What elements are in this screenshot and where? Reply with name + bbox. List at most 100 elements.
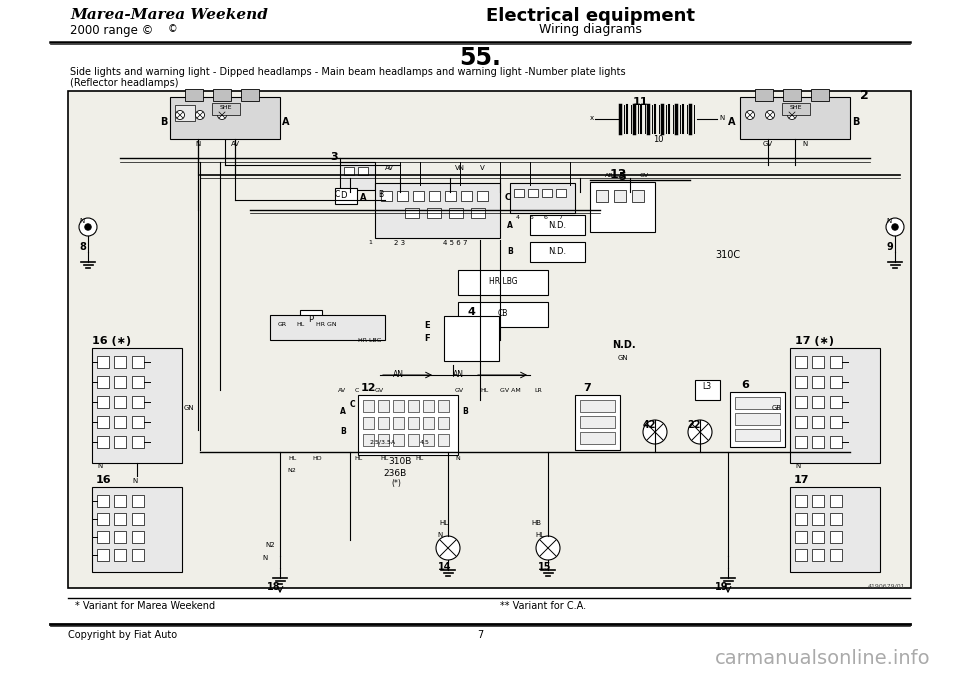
Circle shape xyxy=(787,110,797,119)
Bar xyxy=(510,183,575,213)
Text: 4: 4 xyxy=(468,307,475,317)
Bar xyxy=(795,513,807,525)
Text: L3: L3 xyxy=(703,382,711,391)
Bar xyxy=(783,89,801,101)
Text: N: N xyxy=(132,478,137,484)
Text: 6: 6 xyxy=(741,380,749,390)
Text: HR LBG: HR LBG xyxy=(489,277,517,287)
Text: 2000 range ©: 2000 range © xyxy=(70,24,154,37)
Text: GV: GV xyxy=(640,173,649,178)
Bar xyxy=(735,397,780,409)
Text: CB: CB xyxy=(498,309,508,319)
Text: 2: 2 xyxy=(860,89,869,102)
Text: A: A xyxy=(340,407,346,416)
Bar xyxy=(580,416,615,428)
Text: ** Variant for C.A.: ** Variant for C.A. xyxy=(500,601,587,611)
Text: (Reflector headlamps): (Reflector headlamps) xyxy=(70,78,179,88)
Circle shape xyxy=(892,224,899,230)
Text: GV: GV xyxy=(763,141,773,147)
Bar xyxy=(830,356,842,368)
Text: B: B xyxy=(507,247,513,257)
Text: 8: 8 xyxy=(80,242,86,252)
Bar xyxy=(477,191,488,201)
Bar xyxy=(812,531,824,543)
Bar xyxy=(185,89,203,101)
Bar xyxy=(97,356,109,368)
Circle shape xyxy=(79,218,97,236)
Bar xyxy=(790,487,880,572)
Text: SHE: SHE xyxy=(220,105,232,110)
Bar xyxy=(132,436,144,448)
Text: HR LBG: HR LBG xyxy=(358,338,381,343)
Text: N: N xyxy=(196,141,201,147)
Bar xyxy=(614,190,626,202)
Bar xyxy=(114,416,126,428)
Text: V: V xyxy=(480,165,485,171)
Text: 16 (∗): 16 (∗) xyxy=(92,336,132,346)
Bar xyxy=(175,105,195,121)
Bar xyxy=(132,376,144,388)
Text: N: N xyxy=(438,532,443,538)
Bar xyxy=(393,434,404,446)
Bar xyxy=(830,396,842,408)
Text: HR GN: HR GN xyxy=(316,322,337,327)
Bar xyxy=(795,396,807,408)
Circle shape xyxy=(536,536,560,560)
Bar xyxy=(811,89,829,101)
Text: HD: HD xyxy=(312,456,322,461)
Bar xyxy=(270,315,385,340)
Bar xyxy=(213,89,231,101)
Text: Marea-Marea Weekend: Marea-Marea Weekend xyxy=(70,8,268,22)
Text: N: N xyxy=(795,463,801,469)
Text: HL: HL xyxy=(480,388,489,393)
Text: 1: 1 xyxy=(368,240,372,245)
Text: Copyright by Fiat Auto: Copyright by Fiat Auto xyxy=(68,630,178,640)
Bar xyxy=(830,416,842,428)
Text: N: N xyxy=(886,218,892,224)
Text: N: N xyxy=(80,218,84,224)
Bar xyxy=(735,413,780,425)
Bar xyxy=(97,549,109,561)
Text: AN: AN xyxy=(453,370,464,379)
Text: AV: AV xyxy=(385,165,394,171)
Text: * Variant for Marea Weekend: * Variant for Marea Weekend xyxy=(75,601,215,611)
Text: AB: AB xyxy=(605,173,613,178)
Bar xyxy=(132,549,144,561)
Text: B: B xyxy=(340,427,346,436)
Text: SHE: SHE xyxy=(790,105,803,110)
Bar xyxy=(170,97,280,139)
Text: N: N xyxy=(455,456,460,461)
Bar xyxy=(413,191,424,201)
Bar xyxy=(632,190,644,202)
Text: N: N xyxy=(262,555,267,561)
Bar xyxy=(438,400,449,412)
Bar xyxy=(132,495,144,507)
Bar xyxy=(795,356,807,368)
Text: 2 3: 2 3 xyxy=(395,240,405,246)
Bar xyxy=(590,182,655,232)
Bar xyxy=(358,395,458,455)
Text: Side lights and warning light - Dipped headlamps - Main beam headlamps and warni: Side lights and warning light - Dipped h… xyxy=(70,67,626,77)
Circle shape xyxy=(436,536,460,560)
Text: GV: GV xyxy=(375,388,384,393)
Bar xyxy=(97,436,109,448)
Text: 17 (∗): 17 (∗) xyxy=(795,336,834,346)
Bar xyxy=(97,416,109,428)
Text: 4 5 6 7: 4 5 6 7 xyxy=(443,240,468,246)
Bar xyxy=(795,376,807,388)
Text: P: P xyxy=(308,315,314,323)
Bar xyxy=(471,208,485,218)
Text: carmanualsonline.info: carmanualsonline.info xyxy=(714,649,930,668)
Bar xyxy=(790,348,880,463)
Circle shape xyxy=(196,110,204,119)
Bar xyxy=(363,434,374,446)
Bar xyxy=(408,434,419,446)
Bar xyxy=(132,531,144,543)
Bar xyxy=(438,417,449,429)
Text: AV: AV xyxy=(338,388,347,393)
Bar xyxy=(97,376,109,388)
Bar xyxy=(438,434,449,446)
Bar xyxy=(335,188,357,204)
Text: A: A xyxy=(282,117,290,127)
Text: B: B xyxy=(852,117,859,127)
